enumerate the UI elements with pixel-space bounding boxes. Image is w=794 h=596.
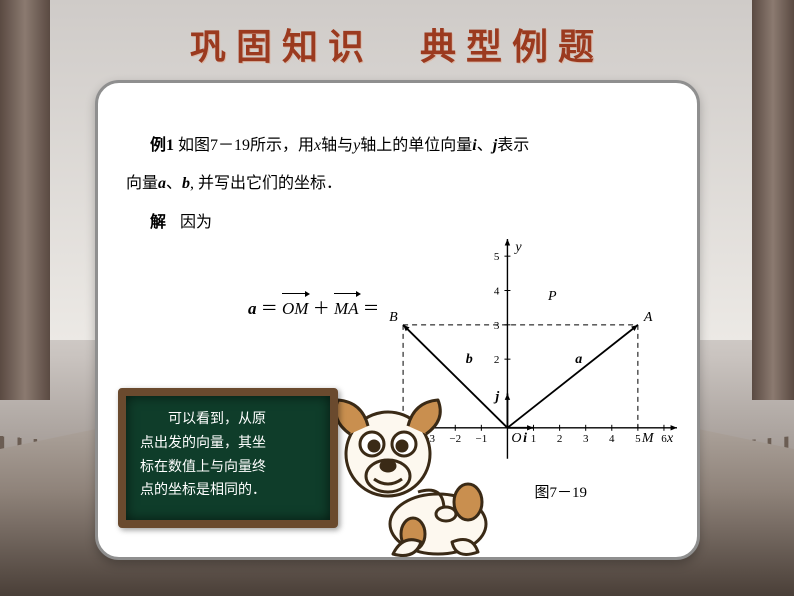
chalk-line-1: 可以看到，从原: [140, 408, 316, 432]
svg-text:M: M: [641, 431, 655, 446]
example-label: 例1: [150, 137, 174, 154]
vector-ma: MA: [334, 293, 359, 319]
svg-text:b: b: [466, 352, 473, 367]
svg-text:B: B: [389, 310, 398, 325]
svg-text:i: i: [523, 431, 527, 446]
chalkboard-group: 可以看到，从原 点出发的向量，其坐 标在数值上与向量终 点的坐标是相同的．: [118, 388, 498, 558]
svg-text:4: 4: [494, 285, 500, 297]
solution-because: 因为: [180, 214, 212, 231]
svg-text:A: A: [643, 310, 653, 325]
svg-text:4: 4: [609, 433, 615, 445]
svg-text:1: 1: [531, 433, 537, 445]
svg-text:y: y: [513, 240, 522, 255]
svg-text:O: O: [511, 431, 521, 446]
cartoon-dog-icon: [318, 384, 508, 564]
svg-text:5: 5: [494, 251, 500, 263]
svg-text:5: 5: [635, 433, 641, 445]
chalkboard: 可以看到，从原 点出发的向量，其坐 标在数值上与向量终 点的坐标是相同的．: [118, 388, 338, 528]
example-line-2: 向量a、b, 并写出它们的坐标．: [126, 165, 669, 203]
svg-text:a: a: [575, 352, 582, 367]
chart-caption: 图7－19: [534, 481, 587, 502]
chalk-line-4: 点的坐标是相同的．: [140, 479, 316, 503]
svg-text:2: 2: [557, 433, 563, 445]
svg-text:3: 3: [494, 320, 500, 332]
solution-line: 解 因为: [126, 208, 669, 232]
solution-label: 解: [150, 214, 166, 231]
slide-title: 巩固知识 典型例题: [0, 18, 794, 70]
example-line-1: 例1 如图7－19所示，用x轴与y轴上的单位向量i、j表示: [126, 127, 669, 165]
svg-text:P: P: [547, 289, 557, 304]
svg-text:2: 2: [494, 354, 500, 366]
chalk-line-3: 标在数值上与向量终: [140, 456, 316, 480]
chalk-line-2: 点出发的向量，其坐: [140, 432, 316, 456]
svg-text:x: x: [666, 431, 674, 446]
vector-om: OM: [282, 293, 308, 319]
svg-text:3: 3: [583, 433, 589, 445]
